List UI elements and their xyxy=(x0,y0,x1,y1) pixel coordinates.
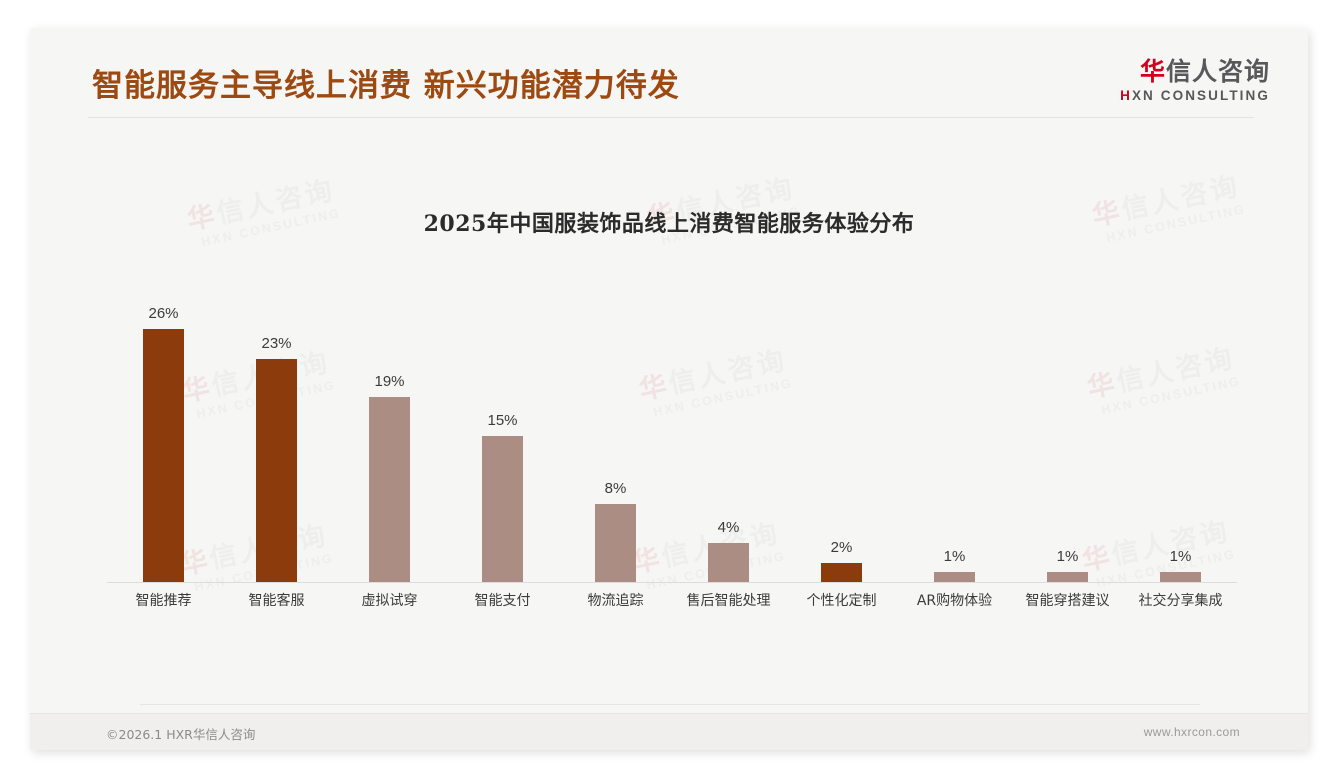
slide-header: 智能服务主导线上消费 新兴功能潜力待发 华信人咨询 HXN CONSULTING xyxy=(30,28,1308,120)
footnote-divider xyxy=(140,704,1200,705)
bar-column[interactable]: 15% xyxy=(446,282,559,582)
page-title: 智能服务主导线上消费 新兴功能潜力待发 xyxy=(92,68,680,104)
bar-column[interactable]: 1% xyxy=(898,282,1011,582)
bar-rect[interactable] xyxy=(482,436,523,582)
title-divider xyxy=(88,117,1254,118)
bar-rect[interactable] xyxy=(256,358,297,582)
bar-value-label: 8% xyxy=(604,480,627,498)
bar-column[interactable]: 1% xyxy=(1124,282,1237,582)
bar-rect[interactable] xyxy=(143,329,184,582)
bar-chart: 26% 23% 19% 15% 8% 4% 2% 1% 1% 1% xyxy=(75,273,1265,583)
bar-value-label: 15% xyxy=(487,412,518,430)
bar-value-label: 2% xyxy=(830,538,853,556)
bar-column[interactable]: 26% xyxy=(107,282,220,582)
website-link[interactable]: www.hxrcon.com xyxy=(1143,725,1240,739)
bar-column[interactable]: 23% xyxy=(220,282,333,582)
logo-en-accent-char: H xyxy=(1120,88,1132,103)
chart-baseline xyxy=(107,582,1237,583)
x-axis-label: 智能客服 xyxy=(248,593,305,609)
bar-rect[interactable] xyxy=(708,543,749,582)
bar-column[interactable]: 1% xyxy=(1011,282,1124,582)
bar-rect[interactable] xyxy=(369,397,410,582)
bar-rect[interactable] xyxy=(595,504,636,582)
bar-value-label: 1% xyxy=(1169,548,1192,566)
x-axis-label: 售后智能处理 xyxy=(686,593,771,609)
bar-value-label: 1% xyxy=(1056,548,1079,566)
x-axis-label: 物流追踪 xyxy=(587,593,644,609)
x-axis-label: 虚拟试穿 xyxy=(361,593,418,609)
bar-value-label: 26% xyxy=(148,305,179,323)
bar-column[interactable]: 2% xyxy=(785,282,898,582)
bar-value-label: 19% xyxy=(374,373,405,391)
chart-title: 2025年中国服装饰品线上消费智能服务体验分布 xyxy=(423,211,915,237)
bar-rect[interactable] xyxy=(1160,572,1201,582)
bar-value-label: 23% xyxy=(261,334,292,352)
slide-footer: ©2026.1 HXR华信人咨询 www.hxrcon.com xyxy=(30,713,1308,750)
x-axis-label: 个性化定制 xyxy=(806,593,877,609)
bar-series: 26% 23% 19% 15% 8% 4% 2% 1% 1% 1% xyxy=(107,282,1237,582)
copyright-text: ©2026.1 HXR华信人咨询 xyxy=(106,727,256,742)
bar-rect[interactable] xyxy=(1047,572,1088,582)
bar-value-label: 4% xyxy=(717,519,740,537)
x-axis-labels: 智能推荐 智能客服 虚拟试穿 智能支付 物流追踪 售后智能处理 个性化定制 AR购物体验 智能穿… xyxy=(107,590,1237,610)
logo-en-text: XN CONSULTING xyxy=(1131,88,1270,103)
bar-rect[interactable] xyxy=(821,562,862,582)
brand-logo: 华信人咨询 HXN CONSULTING xyxy=(1120,58,1270,103)
bar-column[interactable]: 8% xyxy=(559,282,672,582)
x-axis-label: 社交分享集成 xyxy=(1138,593,1223,609)
x-axis-label: 智能推荐 xyxy=(135,593,192,609)
bar-value-label: 1% xyxy=(943,548,966,566)
logo-cn-text: 信人咨询 xyxy=(1165,57,1270,86)
x-axis-label: 智能支付 xyxy=(474,593,531,609)
slide-card: 华信人咨询 HXN CONSULTING 华信人咨询 HXN CONSULTIN… xyxy=(30,28,1308,750)
bar-column[interactable]: 19% xyxy=(333,282,446,582)
bar-column[interactable]: 4% xyxy=(672,282,785,582)
bar-rect[interactable] xyxy=(934,572,975,582)
x-axis-label: 智能穿搭建议 xyxy=(1025,593,1110,609)
logo-accent-char: 华 xyxy=(1139,57,1166,86)
x-axis-label: AR购物体验 xyxy=(916,593,993,609)
